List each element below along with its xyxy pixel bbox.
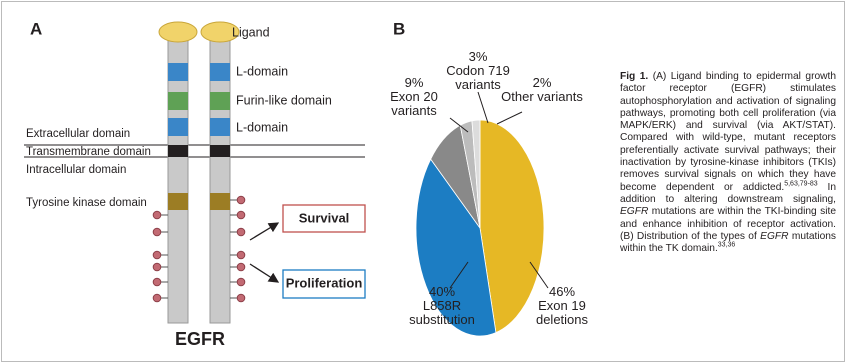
kinase-domain [168, 193, 188, 210]
caption-text: EGFR [620, 206, 649, 218]
leader-line [496, 111, 523, 125]
receptor-stem [167, 39, 189, 324]
region-label: Tyrosine kinase domain [26, 197, 147, 209]
kinase-domain [210, 193, 230, 210]
region-label: Intracellular domain [26, 164, 126, 176]
phospho-site [236, 250, 246, 260]
receptors [152, 21, 246, 324]
value-label: 2% [532, 75, 552, 90]
value-label: 46% [548, 284, 576, 299]
arrow [249, 222, 280, 241]
domain-label: L-domain [236, 120, 288, 134]
leader-line [449, 117, 469, 133]
phospho-site [236, 293, 246, 303]
phospho-site [152, 262, 162, 272]
phospho-site [236, 210, 246, 220]
receptor-label: EGFR [175, 329, 225, 349]
caption-text: EGFR [760, 230, 789, 242]
caption-text: 5,63,79-83 [784, 180, 818, 188]
arrow [249, 263, 280, 283]
l-domain [210, 118, 230, 136]
leader-line [529, 261, 549, 289]
region-label: Transmembrane domain [26, 146, 151, 158]
category-label: Exon 20 variants [390, 89, 438, 118]
leader-line [449, 261, 469, 289]
caption-text: 33,36 [717, 241, 736, 249]
value-label: 9% [404, 75, 424, 90]
l-domain [168, 118, 188, 136]
l-domain [168, 63, 188, 81]
phospho-site [152, 250, 162, 260]
furin-domain [210, 92, 230, 110]
value-label: 3% [468, 49, 488, 64]
value-label: 40% [428, 284, 456, 299]
caption-text: In addition to altering downstream signa… [620, 181, 837, 205]
leader-line [477, 91, 489, 124]
l-domain [210, 63, 230, 81]
caption-text: (A) Ligand binding to epidermal growth f… [620, 71, 836, 193]
survival-box [282, 204, 366, 233]
proliferation-label: Proliferation [286, 275, 363, 290]
phospho-site [236, 227, 246, 237]
panel-label: B [393, 19, 405, 38]
ligand [200, 21, 240, 43]
category-label: Other variants [501, 89, 583, 104]
phospho-site [236, 277, 246, 287]
slice-label: 3% Codon 719 variants [436, 50, 520, 92]
phospho-site [152, 227, 162, 237]
pie-slice [471, 119, 481, 229]
category-label: Exon 19 deletions [535, 298, 589, 327]
category-label: Codon 719 variants [446, 63, 510, 92]
phospho-site [236, 262, 246, 272]
transmembrane [210, 145, 230, 157]
region-label: Extracellular domain [26, 128, 130, 140]
receptor-stem [209, 39, 231, 324]
domain-label: Furin-like domain [236, 93, 332, 107]
caption: Fig 1. (A) Ligand binding to epidermal g… [620, 71, 836, 255]
domain-label: L-domain [236, 64, 288, 78]
phospho-site [152, 293, 162, 303]
caption-text: mutations within the TK domain. [620, 230, 837, 255]
furin-domain [168, 92, 188, 110]
phospho-site [152, 277, 162, 287]
phospho-site [152, 210, 162, 220]
slice-label: 9% Exon 20 variants [372, 76, 456, 118]
ligand-label: Ligand [232, 25, 270, 39]
pie-slice [415, 158, 497, 337]
proliferation-box [282, 269, 366, 299]
phospho-site [236, 195, 246, 205]
slice-label: 2% Other variants [500, 76, 584, 104]
caption-label: Fig 1. [620, 71, 649, 82]
slice-label: 46% Exon 19 deletions [520, 285, 604, 327]
caption-text: mutations are within the TKI-binding sit… [620, 206, 836, 242]
leader-lines [449, 91, 549, 289]
category-label: L858R substitution [409, 298, 475, 327]
transmembrane [168, 145, 188, 157]
survival-label: Survival [299, 210, 350, 225]
pie-slice [479, 119, 545, 334]
ligand [158, 21, 198, 43]
slice-label: 40% L858R substitution [400, 285, 484, 327]
panel-label: A [30, 19, 42, 38]
